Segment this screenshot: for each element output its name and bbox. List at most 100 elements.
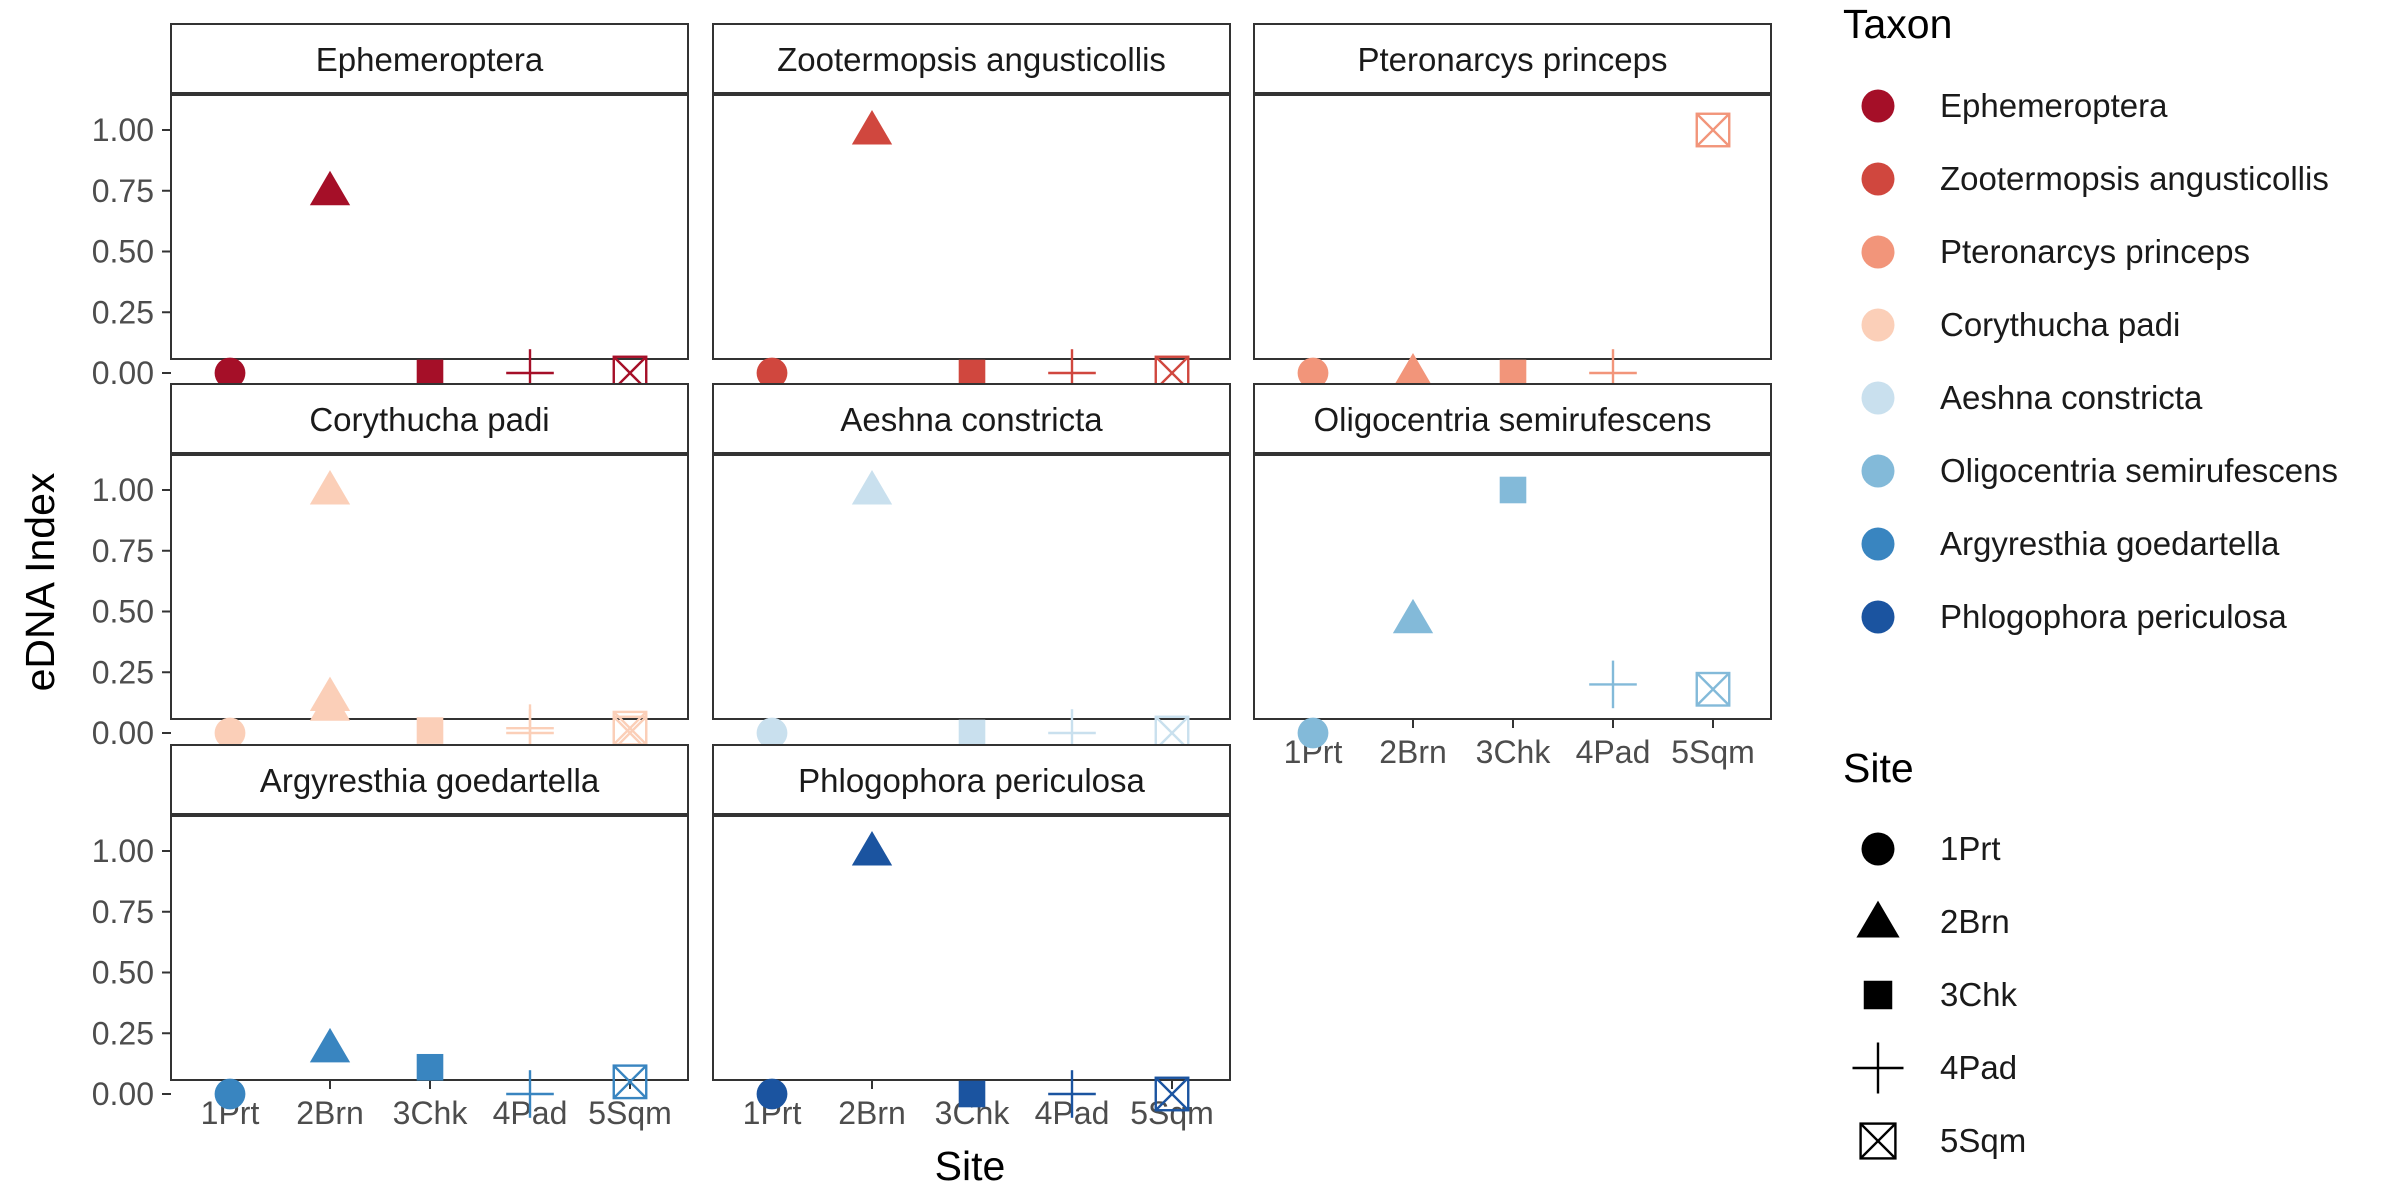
data-point: [1297, 717, 1329, 749]
data-point: [416, 717, 444, 744]
data-point: [756, 1078, 788, 1110]
data-point: [1392, 353, 1434, 388]
legend-taxon-title: Taxon: [1843, 1, 1952, 47]
facet-panel: Corythucha padi 0.00 0.25 0.50 0.75 1.00: [92, 383, 689, 757]
facet-strip: [1253, 383, 1772, 455]
data-point: [756, 357, 788, 389]
data-point: [214, 1078, 246, 1110]
x-tick-label: 2Brn: [1379, 734, 1447, 770]
facet-strip: [170, 383, 689, 455]
legend-site-key: [1856, 900, 1900, 938]
facet-strip: [1253, 23, 1772, 95]
legend-site-label: 2Brn: [1940, 903, 2010, 940]
facet-title: Zootermopsis angusticollis: [777, 41, 1166, 78]
facet-strip: [170, 23, 689, 95]
x-tick-label: 3Chk: [393, 1095, 469, 1131]
legend-taxon-label: Phlogophora periculosa: [1940, 598, 2287, 635]
legend-taxon-key: [1861, 381, 1895, 415]
y-tick-label: 0.75: [92, 894, 154, 930]
facet-title: Oligocentria semirufescens: [1314, 401, 1712, 438]
data-point: [958, 359, 986, 387]
y-tick-label: 0.50: [92, 234, 154, 270]
facet-panel: Ephemeroptera 0.00 0.25 0.50 0.75 1.00: [92, 23, 689, 397]
data-point: [1392, 598, 1434, 634]
legend-site-label: 1Prt: [1940, 830, 2001, 867]
legend-taxon-key: [1861, 89, 1895, 123]
y-tick-label: 0.75: [92, 173, 154, 209]
legend-taxon-label: Oligocentria semirufescens: [1940, 452, 2338, 489]
data-point: [214, 357, 246, 389]
data-point: [309, 470, 351, 505]
legend-site-key: [1852, 1042, 1904, 1094]
data-point: [756, 717, 788, 749]
legend-taxon-key: [1861, 162, 1895, 196]
y-tick-label: 0.25: [92, 294, 154, 330]
facet-title: Corythucha padi: [309, 401, 549, 438]
panel-frame: [712, 93, 1231, 360]
x-tick-label: 4Pad: [1576, 734, 1651, 770]
data-point: [1695, 112, 1731, 148]
x-tick-label: 5Sqm: [588, 1095, 672, 1131]
legend-site-key: [1861, 832, 1895, 866]
x-tick-label: 5Sqm: [1671, 734, 1755, 770]
legend-site-label: 3Chk: [1940, 976, 2018, 1013]
facet-strip: [712, 744, 1231, 816]
data-point: [309, 170, 351, 206]
facet-panel: Argyresthia goedartella 0.00 0.25 0.50 0.75 1…: [92, 744, 689, 1131]
facet-panel: Pteronarcys princeps: [1253, 23, 1772, 397]
facet-strip: [170, 744, 689, 816]
legend-site-label: 4Pad: [1940, 1049, 2017, 1086]
panel-frame: [170, 814, 689, 1081]
legend-taxon-label: Corythucha padi: [1940, 306, 2180, 343]
y-tick-label: 1.00: [92, 472, 154, 508]
y-tick-label: 1.00: [92, 833, 154, 869]
y-tick-label: 0.50: [92, 955, 154, 991]
y-tick-label: 0.25: [92, 1015, 154, 1051]
data-point: [851, 110, 893, 145]
data-point: [1499, 476, 1527, 504]
data-point: [1048, 1070, 1096, 1118]
legend-site-title: Site: [1843, 745, 1914, 791]
panel-frame: [712, 453, 1231, 720]
legend-taxon-key: [1861, 235, 1895, 269]
legend-taxon-label: Pteronarcys princeps: [1940, 233, 2250, 270]
x-axis-title: Site: [935, 1143, 1006, 1189]
data-point: [1297, 357, 1329, 389]
data-point: [214, 717, 246, 749]
y-tick-label: 0.50: [92, 594, 154, 630]
legend-taxon-label: Aeshna constricta: [1940, 379, 2203, 416]
panel-frame: [1253, 93, 1772, 360]
facet-title: Argyresthia goedartella: [260, 762, 600, 799]
data-point: [309, 686, 351, 721]
y-tick-label: 0.00: [92, 355, 154, 391]
data-point: [1695, 671, 1731, 707]
y-tick-label: 0.25: [92, 654, 154, 690]
panel-frame: [170, 453, 689, 720]
y-axis-title: eDNA Index: [17, 472, 63, 691]
panel-frame: [170, 93, 689, 360]
facet-title: Ephemeroptera: [316, 41, 544, 78]
x-tick-label: 3Chk: [1476, 734, 1552, 770]
legend-taxon-label: Ephemeroptera: [1940, 87, 2168, 124]
legend-taxon-key: [1861, 454, 1895, 488]
data-point: [1499, 359, 1527, 387]
legend-taxon-key: [1861, 308, 1895, 342]
data-point: [309, 1027, 351, 1063]
legend-taxon-key: [1861, 600, 1895, 634]
facet-title: Phlogophora periculosa: [798, 762, 1145, 799]
legend-taxon-label: Argyresthia goedartella: [1940, 525, 2280, 562]
legend-taxon-label: Zootermopsis angusticollis: [1940, 160, 2329, 197]
facet-strip: [712, 383, 1231, 455]
data-point: [958, 1080, 986, 1108]
data-point: [416, 1053, 444, 1081]
data-point: [958, 719, 986, 747]
data-point: [506, 1070, 554, 1118]
x-tick-label: 2Brn: [838, 1095, 906, 1131]
panel-frame: [712, 814, 1231, 1081]
x-tick-label: 5Sqm: [1130, 1095, 1214, 1131]
y-tick-label: 0.75: [92, 533, 154, 569]
